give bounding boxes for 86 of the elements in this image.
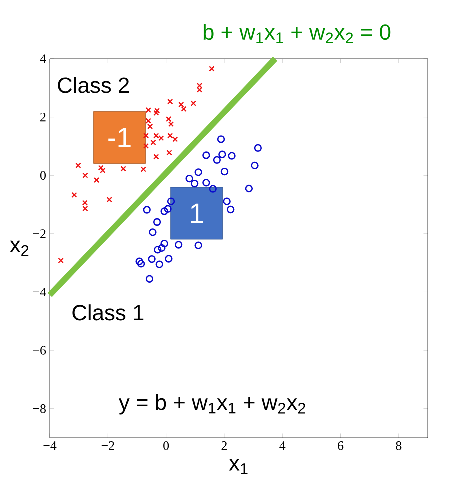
chart-title: b + w$_{1}$x$_{1}$ + w$_{2}$x$_{2}$ = 0: [204, 24, 391, 44]
point: [166, 116, 172, 122]
point: [209, 185, 217, 193]
point: [143, 206, 151, 214]
x-tick-label: 8: [396, 442, 402, 450]
point: [186, 174, 194, 183]
point: [154, 154, 160, 160]
y-tick-label: −2: [33, 230, 46, 238]
point: [146, 118, 152, 124]
point: [156, 260, 164, 268]
point: [72, 192, 78, 198]
point: [136, 258, 144, 266]
point: [209, 66, 215, 72]
point: [164, 205, 172, 213]
x-tick-label: 4: [280, 442, 286, 450]
point: [153, 218, 162, 226]
y-tick-label: −4: [33, 288, 46, 296]
point: [160, 240, 168, 248]
point: [228, 152, 236, 160]
point: [168, 99, 174, 105]
point: [143, 143, 150, 150]
x-tick-label: 6: [338, 442, 344, 450]
point: [82, 206, 88, 212]
point: [202, 179, 210, 187]
point: [100, 168, 106, 174]
point: [220, 168, 229, 176]
annotation: 1: [191, 204, 204, 224]
point: [106, 196, 112, 203]
point: [154, 108, 160, 114]
point: [154, 110, 160, 116]
point: [143, 133, 150, 139]
point: [149, 228, 157, 236]
point: [58, 258, 64, 264]
point: [196, 87, 203, 93]
point: [120, 166, 126, 172]
point: [218, 150, 226, 158]
point: [194, 242, 202, 250]
point: [76, 162, 82, 169]
point: [178, 102, 184, 108]
point: [165, 255, 173, 263]
point: [147, 124, 154, 130]
point: [254, 144, 262, 152]
point: [174, 241, 183, 249]
y-tick-label: 0: [40, 171, 46, 180]
point: [146, 275, 154, 283]
y-tick-label: −8: [33, 404, 46, 414]
x-tick-label: −2: [102, 442, 114, 450]
point: [213, 156, 222, 164]
point: [251, 162, 259, 170]
y-tick-label: 2: [40, 113, 46, 122]
point: [202, 152, 210, 160]
point: [217, 136, 226, 144]
annotation: -1: [108, 128, 131, 148]
point: [190, 100, 196, 106]
point: [146, 107, 152, 114]
annotation: Class 1: [72, 304, 144, 321]
point: [82, 200, 88, 206]
y-tick-label: −6: [33, 346, 46, 355]
point: [148, 255, 156, 264]
point: [168, 121, 174, 128]
point: [168, 133, 174, 139]
point: [150, 140, 156, 146]
x-tick-label: 2: [222, 442, 227, 450]
point: [223, 198, 231, 206]
point: [181, 106, 187, 112]
y-axis-title: x$_{2}$: [10, 240, 29, 256]
point: [245, 184, 254, 193]
point: [140, 166, 146, 172]
point: [154, 246, 162, 254]
point: [194, 168, 202, 176]
x-axis-title: x$_{1}$: [229, 459, 248, 474]
point: [158, 244, 166, 252]
point: [227, 206, 235, 214]
point: [137, 260, 146, 268]
point: [160, 208, 168, 216]
point: [82, 172, 88, 178]
point: [98, 165, 104, 171]
point: [166, 150, 172, 156]
point: [94, 177, 100, 184]
annotation: y = b + w$_{1}$x$_{1}$ + w$_{2}$x$_{2}$: [118, 394, 306, 415]
y-tick-label: 4: [40, 54, 46, 64]
point: [167, 198, 176, 206]
annotation: Class 2: [58, 77, 130, 94]
x-tick-label: 0: [164, 442, 170, 450]
point: [172, 136, 178, 142]
point: [190, 180, 199, 188]
